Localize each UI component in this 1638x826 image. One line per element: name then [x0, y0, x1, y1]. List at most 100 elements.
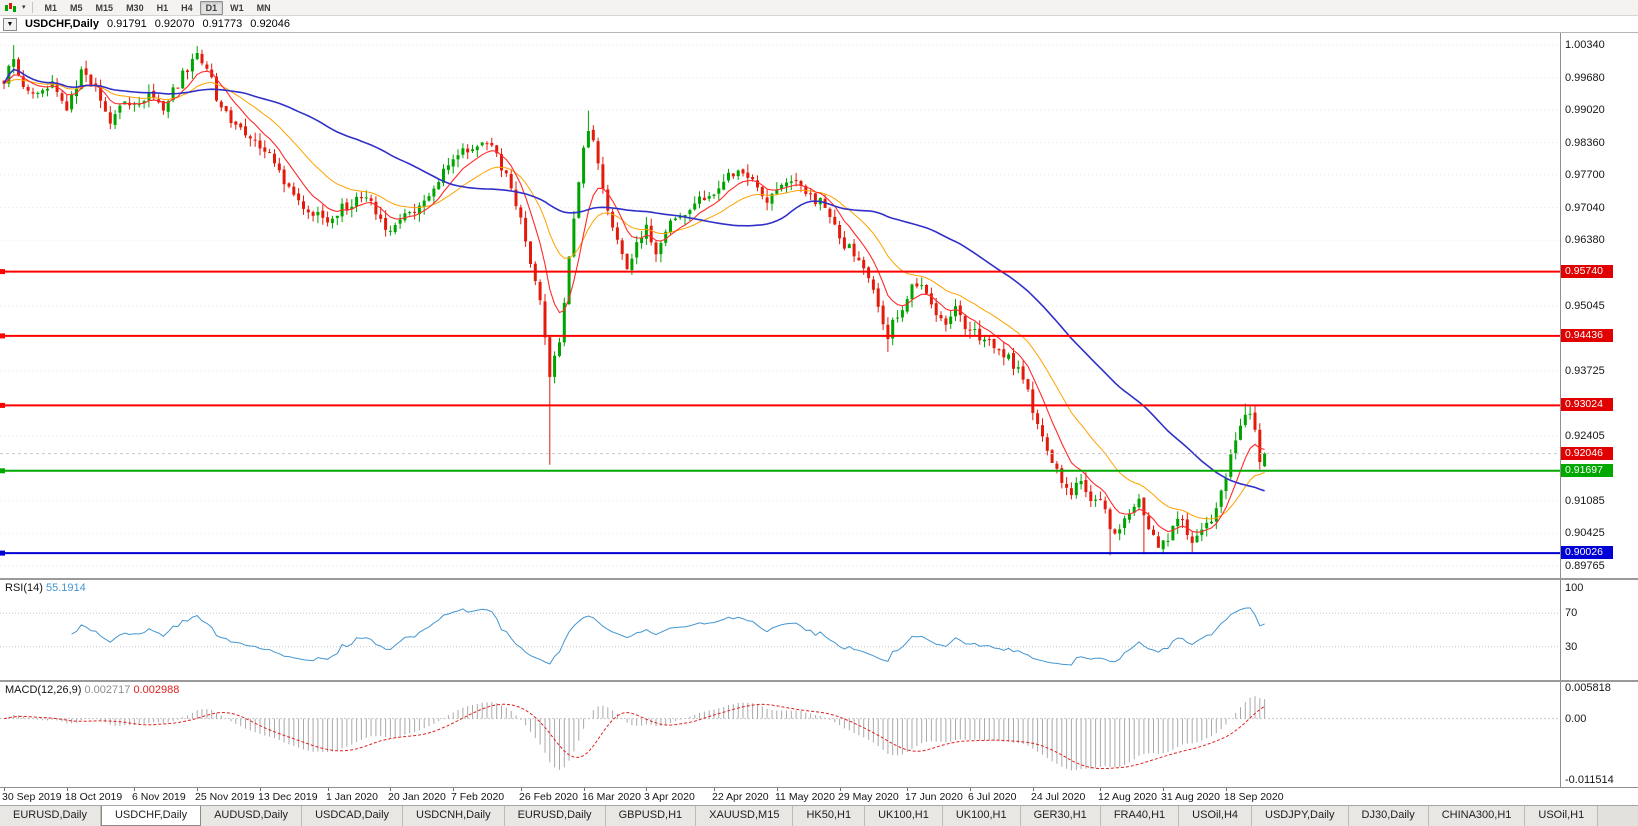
price-axis-label: 0.96380	[1565, 234, 1605, 246]
date-axis-label: 20 Jan 2020	[388, 791, 446, 803]
date-tick	[390, 788, 391, 791]
chart-tab-gbpusd-h1[interactable]: GBPUSD,H1	[605, 806, 697, 826]
macd-name: MACD(12,26,9)	[5, 684, 82, 696]
date-tick	[584, 788, 585, 791]
price-badge-resistance-2: 0.94436	[1561, 329, 1613, 342]
chart-tab-fra40-h1[interactable]: FRA40,H1	[1100, 806, 1180, 826]
date-axis-label: 3 Apr 2020	[644, 791, 695, 803]
macd-axis-label: 0.00	[1565, 713, 1587, 725]
ohlc-high: 0.92070	[154, 18, 195, 30]
price-axis-label: 0.99680	[1565, 72, 1605, 84]
price-axis[interactable]: 1.00340 0.99680 0.99020 0.98360 0.97700 0.970…	[1560, 33, 1638, 578]
timeframe-button-group: M1 M5 M15 M30 H1 H4 D1 W1 MN	[39, 0, 277, 15]
macd-pane: MACD(12,26,9) 0.002717 0.002988 0.005818…	[0, 682, 1638, 787]
chart-tab-audusd-daily[interactable]: AUDUSD,Daily	[201, 806, 303, 826]
chart-menu-button[interactable]: ▼	[3, 17, 17, 31]
rsi-value: 55.1914	[45, 582, 86, 594]
chart-tab-eurusd-daily[interactable]: EURUSD,Daily	[0, 806, 101, 826]
chart-candles-icon-glyph	[5, 2, 16, 12]
timeframe-button-m15[interactable]: M15	[95, 2, 114, 13]
chart-tab-uk100-h1[interactable]: UK100,H1	[942, 806, 1021, 826]
timeframe-button-m5[interactable]: M5	[70, 2, 83, 13]
chart-tab-usdcnh-daily[interactable]: USDCNH,Daily	[403, 806, 505, 826]
price-axis-label: 1.00340	[1565, 39, 1605, 51]
date-tick	[1163, 788, 1164, 791]
date-axis-label: 18 Oct 2019	[65, 791, 123, 803]
chart-tab-dj30-daily[interactable]: DJ30,Daily	[1348, 806, 1429, 826]
date-tick	[777, 788, 778, 791]
chart-tab-usdcad-daily[interactable]: USDCAD,Daily	[302, 806, 404, 826]
ohlc-open: 0.91791	[106, 18, 147, 30]
date-axis-label: 1 Jan 2020	[326, 791, 378, 803]
pane-separator[interactable]	[0, 578, 1638, 580]
chart-tab-china300-h1[interactable]: CHINA300,H1	[1428, 806, 1526, 826]
candlestick-plot[interactable]	[0, 33, 1560, 578]
macd-axis-label: -0.011514	[1565, 774, 1614, 786]
timeframe-button-mn[interactable]: MN	[256, 2, 271, 13]
chart-tab-usdchf-daily[interactable]: USDCHF,Daily	[100, 806, 202, 826]
chart-tab-hk50-h1[interactable]: HK50,H1	[793, 806, 866, 826]
date-tick	[1100, 788, 1101, 791]
chart-tab-ger30-h1[interactable]: GER30,H1	[1020, 806, 1101, 826]
date-axis-label: 6 Jul 2020	[968, 791, 1017, 803]
date-axis-label: 6 Nov 2019	[132, 791, 186, 803]
price-axis-label: 0.89765	[1565, 560, 1605, 572]
timeframe-button-d1[interactable]: D1	[199, 0, 224, 15]
date-axis-label: 17 Jun 2020	[905, 791, 963, 803]
date-axis-label: 11 May 2020	[775, 791, 835, 803]
chart-tab-xauusd-m15[interactable]: XAUUSD,M15	[696, 806, 794, 826]
macd-axis-label: 0.005818	[1565, 682, 1611, 694]
price-badge-support-green: 0.91697	[1561, 464, 1613, 477]
date-tick	[646, 788, 647, 791]
price-badge-support-blue: 0.90026	[1561, 546, 1613, 559]
chart-tab-usoil-h1[interactable]: USOil,H1	[1525, 806, 1599, 826]
chart-tab-uk100-h1[interactable]: UK100,H1	[865, 806, 943, 826]
date-tick	[1033, 788, 1034, 791]
price-axis-label: 0.92405	[1565, 430, 1605, 442]
date-axis-label: 16 Mar 2020	[582, 791, 641, 803]
rsi-pane: RSI(14) 55.1914 100 70 30	[0, 580, 1638, 680]
timeframe-button-h1[interactable]: H1	[156, 2, 169, 13]
chart-symbol-label: USDCHF,Daily	[25, 18, 99, 30]
date-tick	[197, 788, 198, 791]
date-tick	[907, 788, 908, 791]
chart-tab-eurusd-daily[interactable]: EURUSD,Daily	[504, 806, 606, 826]
rsi-plot[interactable]	[0, 580, 1560, 680]
date-axis-label: 13 Dec 2019	[258, 791, 318, 803]
price-axis-label: 0.90425	[1565, 527, 1605, 539]
pane-separator[interactable]	[0, 680, 1638, 682]
price-badge-resistance-3: 0.93024	[1561, 398, 1613, 411]
chart-tab-usdjpy-daily[interactable]: USDJPY,Daily	[1252, 806, 1349, 826]
time-axis[interactable]: 30 Sep 2019 18 Oct 2019 6 Nov 2019 25 Nov 2…	[0, 787, 1638, 805]
date-tick	[67, 788, 68, 791]
date-axis-label: 24 Jul 2020	[1031, 791, 1086, 803]
timeframe-button-m30[interactable]: M30	[126, 2, 144, 13]
main-chart-pane: 1.00340 0.99680 0.99020 0.98360 0.97700 0.970…	[0, 33, 1638, 578]
timeframes-toolbar: ▾ M1 M5 M15 M30 H1 H4 D1 W1 MN	[0, 0, 1638, 16]
timeframe-button-m1[interactable]: M1	[44, 2, 58, 13]
date-tick	[453, 788, 454, 791]
macd-axis[interactable]: 0.005818 0.00 -0.011514	[1560, 682, 1638, 787]
chart-tabs-bar: EURUSD,Daily USDCHF,Daily AUDUSD,Daily USDC…	[0, 805, 1638, 826]
chart-tab-usoil-h4[interactable]: USOil,H4	[1179, 806, 1253, 826]
timeframe-button-w1[interactable]: W1	[230, 2, 244, 13]
price-axis-label: 0.98360	[1565, 137, 1605, 149]
chart-header: ▼ USDCHF,Daily 0.91791 0.92070 0.91773 0…	[0, 16, 1638, 33]
price-axis-label: 0.99020	[1565, 104, 1605, 116]
date-axis-label: 22 Apr 2020	[712, 791, 769, 803]
date-tick	[521, 788, 522, 791]
price-axis-label: 0.97700	[1565, 169, 1605, 181]
date-tick	[260, 788, 261, 791]
timeframe-button-h4[interactable]: H4	[181, 2, 193, 13]
date-axis-label: 29 May 2020	[838, 791, 899, 803]
chart-candles-icon[interactable]	[3, 2, 19, 14]
rsi-name: RSI(14)	[5, 582, 43, 594]
chevron-down-icon[interactable]: ▾	[22, 3, 26, 11]
macd-plot[interactable]	[0, 682, 1560, 787]
date-tick	[134, 788, 135, 791]
rsi-axis[interactable]: 100 70 30	[1560, 580, 1638, 680]
date-axis-label: 25 Nov 2019	[195, 791, 255, 803]
price-axis-label: 0.95045	[1565, 300, 1605, 312]
rsi-axis-label: 30	[1565, 641, 1578, 653]
